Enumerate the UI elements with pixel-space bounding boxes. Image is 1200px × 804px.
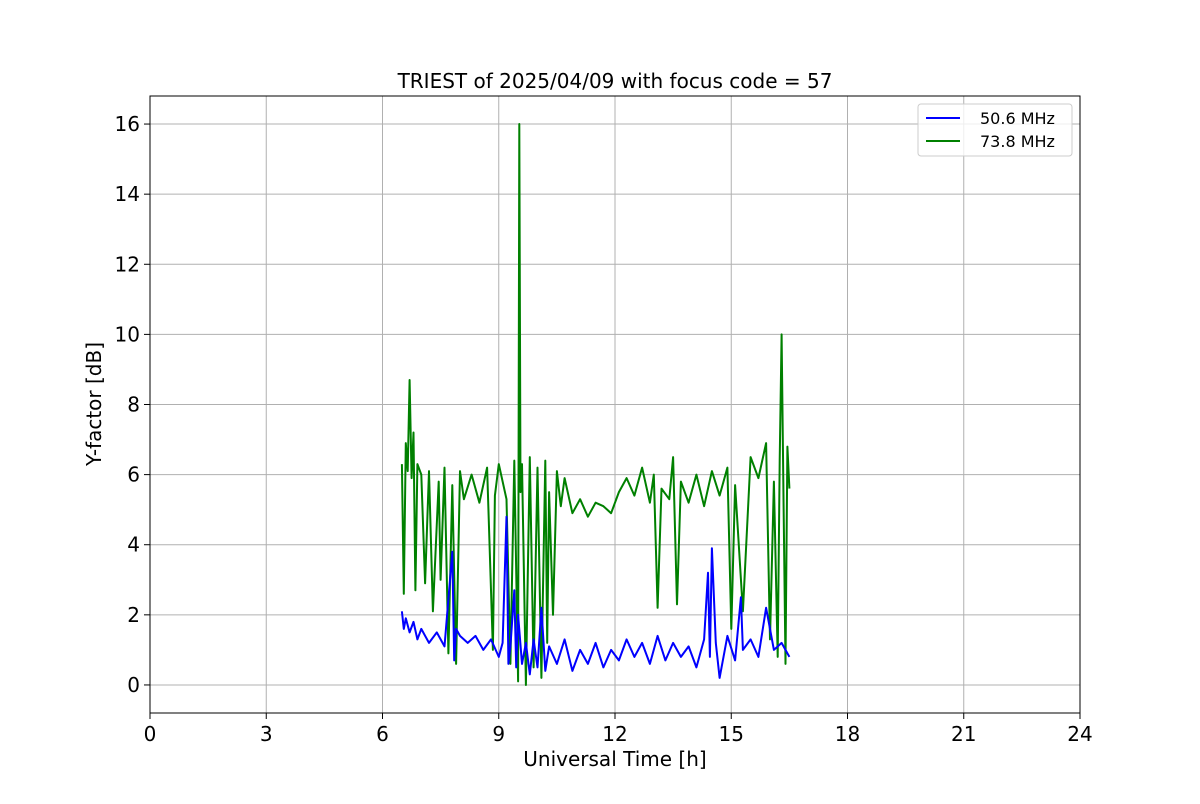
y-tick-label: 10: [115, 322, 140, 346]
y-tick-label: 4: [127, 533, 140, 557]
y-tick-label: 14: [115, 182, 140, 206]
series-layer: [400, 123, 791, 686]
x-tick-label: 3: [260, 722, 273, 746]
y-tick-label: 2: [127, 603, 140, 627]
y-tick-label: 12: [115, 252, 140, 276]
x-tick-label: 12: [602, 722, 627, 746]
x-tick-label: 18: [835, 722, 860, 746]
chart-title: TRIEST of 2025/04/09 with focus code = 5…: [397, 69, 833, 93]
x-tick-label: 15: [719, 722, 744, 746]
x-tick-label: 9: [492, 722, 505, 746]
y-tick-label: 6: [127, 463, 140, 487]
series-line-1: [400, 123, 791, 686]
y-tick-label: 8: [127, 393, 140, 417]
legend: 50.6 MHz 73.8 MHz: [917, 103, 1073, 157]
x-tick-label: 6: [376, 722, 389, 746]
grid: [149, 96, 1081, 713]
x-tick-label: 21: [951, 722, 976, 746]
x-axis-label: Universal Time [h]: [523, 747, 706, 771]
x-tick-label: 0: [144, 722, 157, 746]
y-axis-label: Y-factor [dB]: [82, 342, 106, 467]
y-tick-label: 0: [127, 673, 140, 697]
x-tick-label: 24: [1067, 722, 1092, 746]
y-tick-label: 16: [115, 112, 140, 136]
legend-label-series-0: 50.6 MHz: [980, 109, 1055, 128]
legend-label-series-1: 73.8 MHz: [980, 132, 1055, 151]
series-line-0: [400, 515, 791, 679]
